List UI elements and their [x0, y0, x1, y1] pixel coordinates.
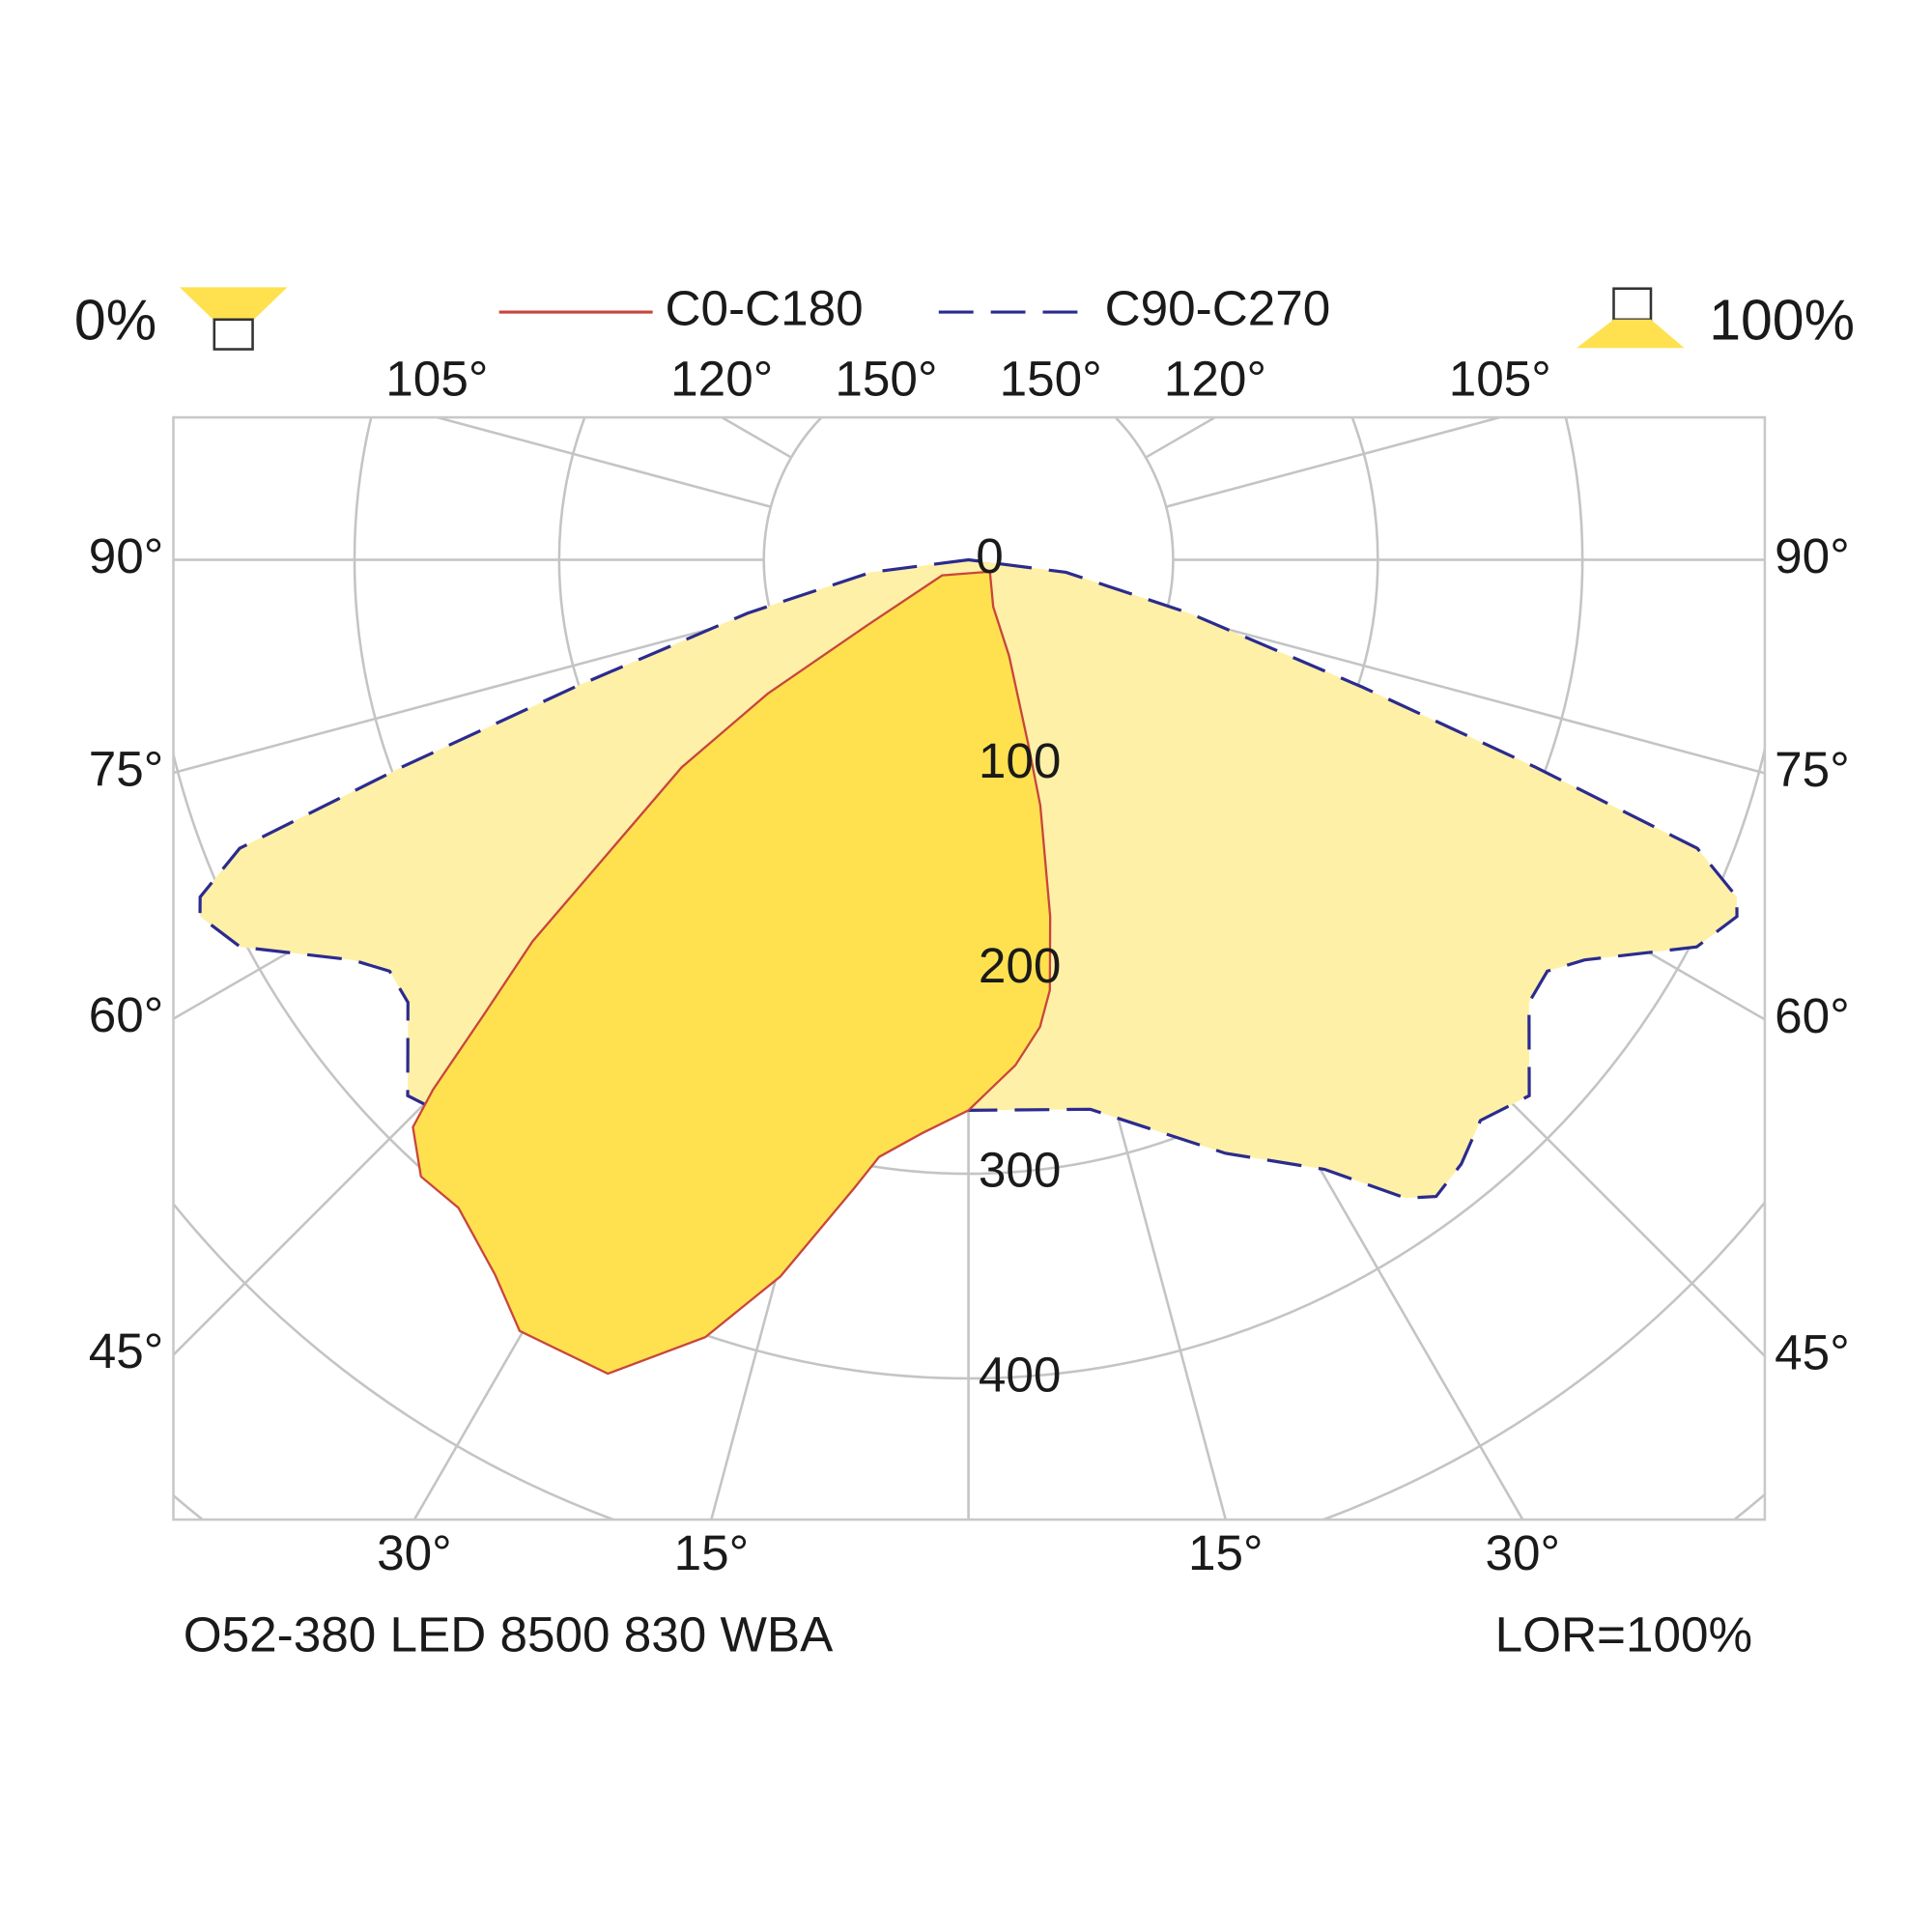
angle-label: 45°: [1775, 1324, 1850, 1379]
grid-spoke: [1145, 417, 1216, 459]
grid-spoke: [1165, 611, 1765, 775]
labels: 15° 15° 30° 30° 45° 45° 60° 60° 75° 75° 90° 90° 105°…: [89, 281, 1850, 1580]
legend-right-label: 100%: [1709, 289, 1855, 352]
angle-label: 105°: [385, 352, 488, 407]
icon-downlight: [179, 287, 288, 320]
radial-tick-label: 0: [976, 528, 1004, 583]
angle-label: 15°: [1188, 1525, 1264, 1580]
angle-label: 75°: [89, 742, 164, 797]
radial-tick-label: 400: [979, 1347, 1062, 1402]
icon-box: [213, 318, 254, 351]
frame: [172, 415, 1767, 1521]
angle-label: 105°: [1449, 352, 1551, 407]
angle-label: 60°: [89, 987, 164, 1042]
angle-label: 150°: [1000, 352, 1102, 407]
angle-label: 75°: [1775, 742, 1850, 797]
angle-label: 45°: [89, 1323, 164, 1378]
angle-label: 90°: [89, 528, 164, 583]
grid-spoke: [721, 417, 792, 459]
legend-label: C90-C270: [1105, 281, 1331, 336]
legend-label: C0-C180: [665, 281, 863, 336]
icon-box: [1612, 287, 1653, 322]
angle-label: 120°: [1164, 352, 1266, 407]
intensity-curve: [412, 570, 1052, 1376]
angle-label: 30°: [1485, 1525, 1560, 1580]
footer-right: LOR=100%: [1495, 1607, 1752, 1662]
radial-tick-label: 300: [979, 1143, 1062, 1198]
radial-tick-label: 100: [979, 733, 1062, 788]
angle-label: 150°: [835, 352, 937, 407]
footer-left: O52-380 LED 8500 830 WBA: [184, 1607, 834, 1662]
plot-area: [198, 557, 1739, 1376]
grid-spoke: [1165, 417, 1501, 508]
legend-left-label: 0%: [74, 289, 156, 352]
angle-label: 60°: [1775, 988, 1850, 1043]
angle-label: 120°: [670, 352, 773, 407]
angle-label: 15°: [674, 1525, 750, 1580]
grid-spoke: [436, 417, 772, 508]
angle-label: 30°: [377, 1525, 452, 1580]
radial-tick-label: 200: [979, 938, 1062, 993]
icon-uplight: [1577, 319, 1685, 349]
grid-spoke: [173, 611, 772, 775]
angle-label: 90°: [1775, 528, 1850, 583]
